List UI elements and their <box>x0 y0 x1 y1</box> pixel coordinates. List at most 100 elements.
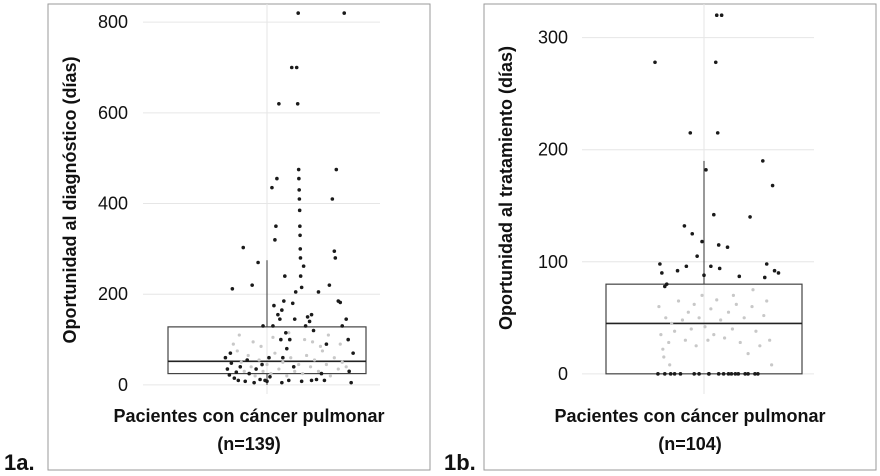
data-point <box>707 372 711 376</box>
data-point <box>225 367 230 371</box>
data-point <box>309 312 314 317</box>
data-point <box>717 266 722 271</box>
data-point <box>311 328 316 333</box>
data-point <box>342 11 347 15</box>
data-point <box>241 245 246 250</box>
data-point <box>270 185 274 190</box>
data-point <box>725 245 730 249</box>
data-point <box>697 372 701 376</box>
data-point <box>765 299 769 303</box>
data-point <box>692 372 696 376</box>
data-point <box>234 370 239 375</box>
data-point <box>265 379 269 384</box>
data-point <box>282 299 286 303</box>
data-point <box>333 256 338 260</box>
data-point <box>292 317 297 321</box>
data-point <box>239 360 243 364</box>
data-point <box>703 325 707 329</box>
data-point <box>686 310 690 314</box>
data-point <box>338 342 342 346</box>
y-tick-label: 0 <box>118 375 128 395</box>
data-point <box>706 338 710 342</box>
data-point <box>293 369 297 373</box>
y-tick-label: 200 <box>98 284 128 304</box>
data-point <box>772 268 777 273</box>
data-point <box>742 316 746 320</box>
data-point <box>721 372 726 376</box>
data-point <box>667 340 671 345</box>
data-point <box>298 224 302 229</box>
data-point <box>231 342 235 346</box>
data-point <box>298 247 303 251</box>
data-point <box>232 376 237 380</box>
data-point <box>678 372 683 376</box>
data-point <box>719 318 723 322</box>
data-point <box>668 363 672 367</box>
data-point <box>664 316 668 320</box>
data-point <box>322 378 327 383</box>
chart-panel-2: 0 100 200 300 Oportunidad al tratamiento (dí… <box>444 3 877 475</box>
data-point <box>768 338 772 342</box>
data-point <box>235 349 239 353</box>
data-point <box>672 372 677 376</box>
data-point <box>753 372 757 376</box>
data-point <box>319 371 324 376</box>
data-point <box>290 301 295 306</box>
data-point <box>223 355 228 360</box>
data-point <box>659 333 663 337</box>
data-point <box>296 11 300 15</box>
data-point <box>268 374 272 379</box>
data-point <box>326 333 330 337</box>
data-point <box>351 351 355 355</box>
data-point <box>305 315 310 319</box>
data-point <box>688 131 693 135</box>
data-point <box>310 340 315 344</box>
data-point <box>279 337 283 342</box>
data-point <box>242 369 246 373</box>
data-point <box>324 342 329 346</box>
data-point <box>316 369 321 373</box>
data-point <box>716 243 721 247</box>
data-point <box>267 355 271 360</box>
data-point <box>261 369 265 373</box>
data-point <box>236 378 241 383</box>
data-point <box>297 188 301 192</box>
data-point <box>228 351 233 355</box>
data-point <box>229 361 234 365</box>
data-point <box>287 337 292 342</box>
data-point <box>336 367 340 371</box>
data-point <box>277 367 281 371</box>
data-point <box>243 379 248 384</box>
data-point <box>746 372 750 376</box>
data-point <box>309 378 314 383</box>
data-point <box>312 358 317 362</box>
data-point <box>692 302 696 306</box>
data-point <box>289 65 294 70</box>
data-point <box>318 344 323 348</box>
data-point <box>713 60 718 65</box>
data-point <box>272 303 276 308</box>
data-point <box>726 372 731 376</box>
data-point <box>340 324 345 328</box>
data-point <box>246 353 250 358</box>
data-point <box>712 333 716 337</box>
data-point <box>277 101 281 106</box>
data-point <box>762 313 766 318</box>
data-point <box>668 372 673 376</box>
data-point <box>247 371 251 376</box>
data-point <box>653 60 657 65</box>
data-point <box>690 231 695 236</box>
panel-frame <box>47 3 431 471</box>
data-point <box>694 344 698 348</box>
data-point <box>307 319 312 324</box>
data-point <box>260 362 264 367</box>
data-point <box>301 371 305 376</box>
data-point <box>314 377 319 382</box>
data-point <box>726 310 731 314</box>
data-point <box>276 312 280 317</box>
data-point <box>670 321 674 325</box>
data-point <box>714 13 719 18</box>
data-point <box>697 316 701 320</box>
y-tick-label: 400 <box>98 194 128 214</box>
data-point <box>715 298 719 302</box>
